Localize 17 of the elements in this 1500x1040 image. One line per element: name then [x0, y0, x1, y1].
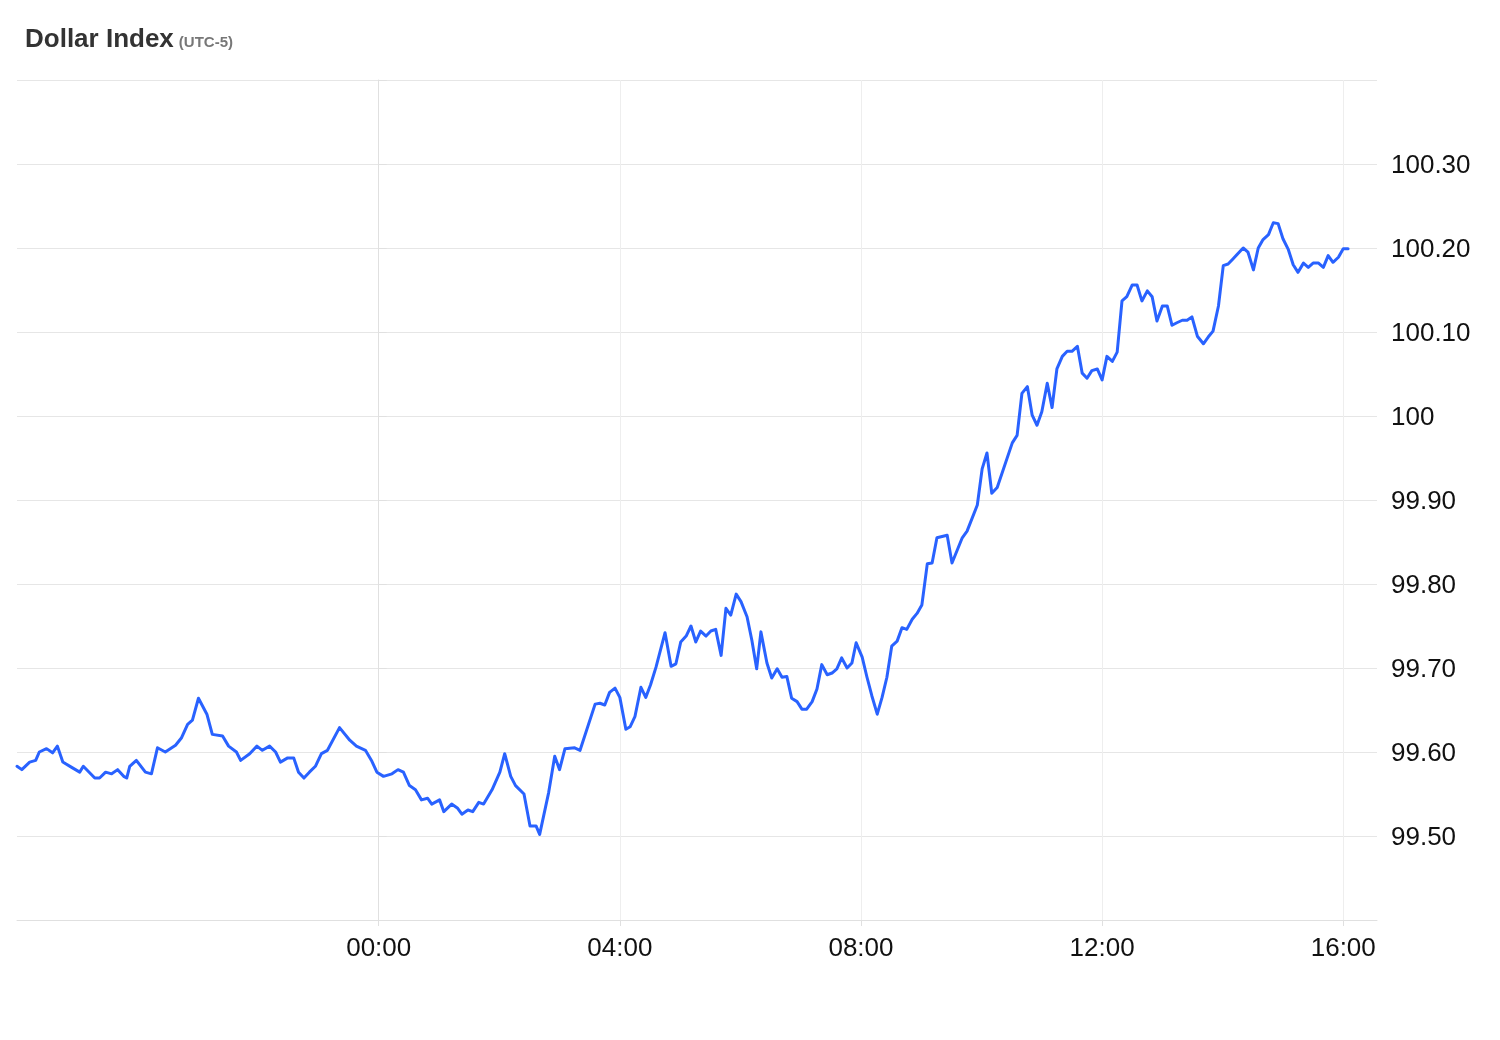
y-tick-label: 99.70	[1391, 653, 1457, 683]
y-tick-label: 99.90	[1391, 485, 1457, 515]
line-series	[15, 221, 1350, 836]
x-tick-label: 16:00	[1310, 932, 1376, 962]
y-tick-label: 100.30	[1391, 149, 1471, 179]
y-tick-label: 99.80	[1391, 569, 1457, 599]
x-tick-label: 04:00	[587, 932, 653, 962]
chart-title: Dollar Index	[25, 23, 175, 53]
y-tick-label: 100.20	[1391, 233, 1471, 263]
y-tick-label: 99.50	[1391, 821, 1457, 851]
y-tick-label: 99.60	[1391, 737, 1457, 767]
x-tick-label: 08:00	[828, 932, 894, 962]
x-tick-label: 00:00	[346, 932, 412, 962]
y-tick-label: 100.10	[1391, 317, 1471, 347]
x-tick-label: 12:00	[1069, 932, 1135, 962]
y-tick-label: 100	[1391, 401, 1435, 431]
chart-subtitle: (UTC-5)	[178, 32, 233, 50]
